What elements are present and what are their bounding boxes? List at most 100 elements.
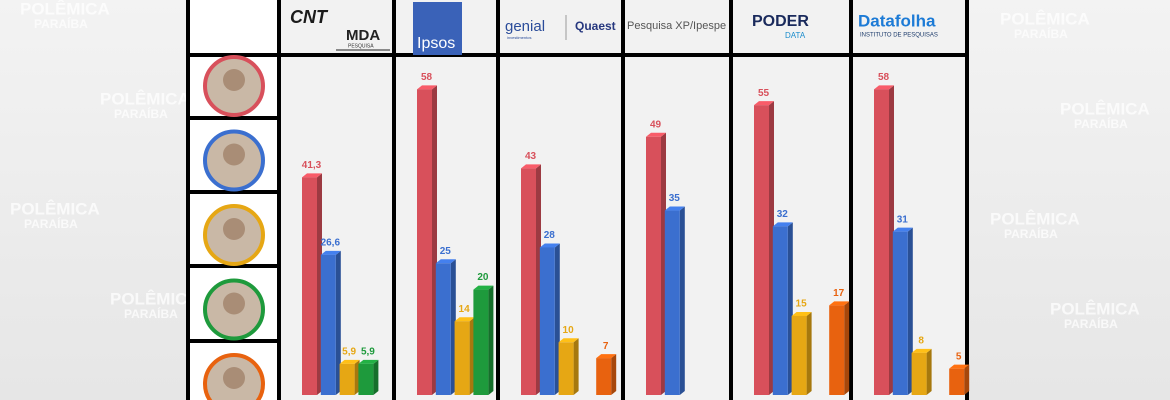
bar-front [473, 289, 489, 395]
candidate-head [223, 69, 245, 91]
bar-front [791, 315, 807, 395]
bar-side [335, 250, 341, 395]
bar [558, 338, 579, 395]
bar [302, 173, 322, 395]
value-label: 5,9 [361, 347, 375, 358]
value-label: 55 [758, 88, 770, 99]
value-label: 8 [918, 335, 924, 346]
watermark: POLÊMICA [20, 0, 110, 18]
value-label: 10 [563, 325, 575, 336]
bar-top [829, 301, 850, 306]
bar-side [488, 285, 494, 395]
bar-top [874, 85, 894, 90]
bar [358, 359, 379, 395]
value-label: 17 [833, 288, 845, 299]
value-label: 7 [603, 341, 609, 352]
value-label: 58 [878, 72, 890, 83]
bar [417, 85, 437, 395]
bar [473, 285, 494, 395]
bar-top [664, 206, 685, 211]
watermark: POLÊMICA [110, 289, 200, 308]
bar-front [320, 254, 336, 395]
value-label: 49 [650, 119, 662, 130]
bar-front [664, 210, 680, 395]
bar-side [536, 164, 541, 395]
bar-side [907, 227, 913, 395]
bar-front [339, 363, 355, 395]
pollster-logo-text: Quaest [575, 19, 616, 33]
bar-side [573, 338, 579, 395]
pollster-logo-text: investimentos [507, 35, 531, 40]
pollster-logo-text: MDA [346, 27, 380, 44]
value-label: 5 [956, 351, 962, 362]
watermark: PARAÍBA [1074, 116, 1128, 131]
value-label: 14 [459, 304, 471, 315]
bar [772, 222, 793, 395]
value-label: 35 [669, 193, 681, 204]
bar-front [754, 105, 769, 396]
value-label: 43 [525, 151, 537, 162]
candidate-head [223, 367, 245, 389]
bar [664, 206, 685, 395]
pollster-logo-text: DATA [785, 31, 806, 40]
candidate-head [223, 218, 245, 240]
bar-front [874, 89, 889, 395]
watermark: POLÊMICA [10, 199, 100, 218]
bar-side [450, 259, 456, 395]
bar-top [521, 164, 541, 169]
bar-top [339, 359, 360, 364]
bar-top [911, 348, 932, 353]
watermark: POLÊMICA [1060, 99, 1150, 118]
bar [539, 243, 560, 395]
bar-side [769, 101, 774, 396]
pollster-logo-text: INSTITUTO DE PESQUISAS [860, 33, 938, 39]
watermark: POLÊMICA [100, 89, 190, 108]
bar-top [754, 101, 774, 106]
watermark: PARAÍBA [1014, 26, 1068, 41]
bar-top [791, 311, 812, 316]
value-label: 25 [440, 246, 452, 257]
bar-front [892, 231, 908, 395]
watermark: POLÊMICA [1050, 299, 1140, 318]
pollster-logo-text: Ipsos [417, 35, 455, 52]
bar-top [892, 227, 913, 232]
pollster-logo-text: PODER [752, 13, 809, 30]
value-label: 15 [796, 299, 808, 310]
bar-side [317, 173, 322, 395]
bar-front [521, 168, 536, 395]
bar-top [417, 85, 437, 90]
bar-side [844, 301, 850, 395]
bar-front [596, 358, 612, 395]
watermark: PARAÍBA [1004, 226, 1058, 241]
bar-side [661, 132, 666, 395]
candidate-head [223, 292, 245, 315]
bar-front [949, 368, 965, 395]
watermark: PARAÍBA [114, 106, 168, 121]
bar-side [469, 317, 475, 395]
logo-box [413, 2, 462, 55]
watermark: PARAÍBA [34, 16, 88, 31]
bar-side [432, 85, 437, 395]
bar-front [558, 342, 574, 395]
bar [339, 359, 360, 395]
bar-side [964, 364, 970, 395]
watermark: PARAÍBA [1064, 316, 1118, 331]
value-label: 31 [897, 214, 909, 225]
bar [892, 227, 913, 395]
bar [646, 132, 666, 395]
bar [829, 301, 850, 395]
bar-top [454, 317, 475, 322]
value-label: 20 [477, 272, 489, 283]
bar-side [889, 85, 894, 395]
pollster-logo-text: Datafolha [858, 11, 936, 30]
value-label: 41,3 [302, 160, 322, 171]
bar-side [354, 359, 360, 395]
bar-side [806, 311, 812, 395]
bar [596, 354, 617, 395]
bar [454, 317, 475, 395]
bar-top [772, 222, 793, 227]
value-label: 58 [421, 72, 433, 83]
bar [791, 311, 812, 395]
bar-front [435, 263, 451, 395]
